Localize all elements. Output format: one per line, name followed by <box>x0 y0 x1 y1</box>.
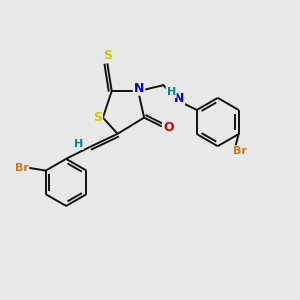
Text: H: H <box>167 87 176 97</box>
Text: S: S <box>93 111 102 124</box>
Text: Br: Br <box>15 163 28 173</box>
Text: H: H <box>74 139 83 149</box>
Text: N: N <box>134 82 144 95</box>
Text: O: O <box>163 122 174 134</box>
Text: Br: Br <box>233 146 247 156</box>
Text: N: N <box>174 92 184 105</box>
Text: S: S <box>103 49 112 62</box>
